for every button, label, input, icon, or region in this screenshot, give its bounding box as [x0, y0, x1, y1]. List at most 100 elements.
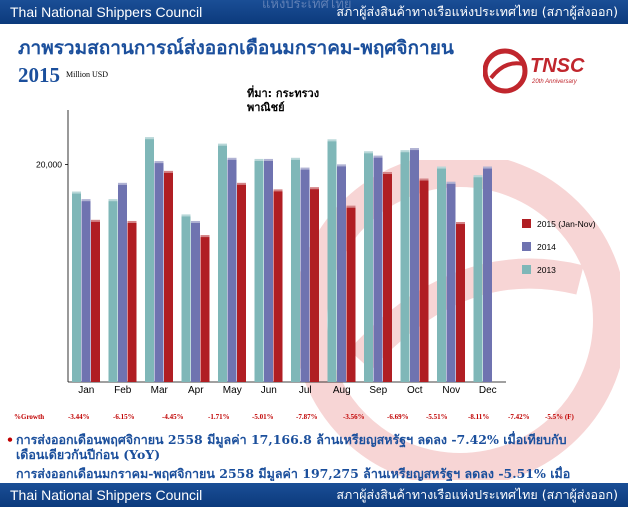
bar-highlight	[181, 214, 191, 217]
bar-2014-jan	[81, 199, 91, 382]
chart-legend: 2015 (Jan-Nov) 2014 2013	[522, 212, 596, 281]
bar-2014-jul	[300, 167, 310, 382]
growth-value: -7.87%	[296, 413, 318, 421]
bar-highlight	[81, 199, 91, 202]
growth-value: -1.71%	[208, 413, 230, 421]
growth-label: %Growth	[14, 413, 45, 421]
legend-swatch	[522, 265, 531, 274]
bar-highlight	[446, 181, 456, 184]
bar-2014-mar	[154, 161, 164, 382]
tnsc-logo: TNSC 20th Anniversary	[483, 48, 585, 94]
footer-bar: Thai National Shippers Council สภาผู้ส่ง…	[0, 483, 628, 507]
bullet-2: • การส่งออกเดือนมกราคม-พฤศจิกายน 2558 มี…	[16, 466, 616, 481]
bar-highlight	[127, 220, 137, 223]
bar-highlight	[473, 175, 483, 178]
header-org-name-thai: สภาผู้ส่งสินค้าทางเรือแห่งประเทศไทย (สภา…	[336, 4, 618, 19]
bar-2015-jan-nov--jul	[310, 187, 319, 382]
source-note: ที่มา: กระทรวง พาณิชย์	[247, 87, 319, 115]
bar-2013-may	[218, 143, 227, 382]
legend-swatch	[522, 219, 531, 228]
bullet-1-cont: เดือนเดียวกันปีก่อน (YoY)	[16, 447, 616, 462]
bar-highlight	[364, 151, 373, 154]
bar-highlight	[154, 161, 164, 164]
bar-2015-jan-nov--sep	[383, 172, 392, 382]
bar-2013-nov	[437, 166, 446, 382]
bar-highlight	[264, 158, 273, 161]
bar-highlight	[164, 170, 173, 173]
bar-highlight	[91, 219, 100, 222]
bar-highlight	[191, 220, 200, 223]
bar-highlight	[145, 137, 154, 140]
bar-2014-nov	[446, 181, 456, 382]
slide-title-year: 2015	[18, 63, 60, 87]
logo-ring-icon	[483, 48, 528, 94]
bar-2013-jul	[291, 157, 300, 382]
x-tick-label: Feb	[114, 385, 132, 396]
bar-highlight	[373, 155, 383, 158]
logo-text: TNSC	[530, 55, 585, 77]
bar-2015-jan-nov--nov	[456, 222, 465, 382]
bar-highlight	[300, 167, 310, 170]
growth-value: -6.69%	[387, 413, 409, 421]
bar-2013-jan	[72, 191, 81, 382]
x-tick-label: Oct	[407, 385, 423, 396]
bullet-dot-icon: •	[6, 432, 14, 447]
bar-highlight	[237, 182, 246, 185]
slide-title: ภาพรวมสถานการณ์ส่งออกเดือนมกราคม-พฤศจิกา…	[18, 37, 454, 59]
bar-highlight	[72, 191, 81, 194]
x-tick-label: Jun	[261, 385, 277, 396]
legend-item: 2014	[522, 235, 596, 258]
growth-value: -5.51%	[426, 413, 448, 421]
bar-2013-feb	[108, 199, 118, 382]
bar-highlight	[118, 182, 127, 185]
growth-value: -6.15%	[113, 413, 135, 421]
bar-2015-jan-nov--jan	[91, 219, 100, 382]
y-tick-label: 20,000	[36, 159, 62, 169]
x-tick-label: Dec	[479, 385, 497, 396]
bullet-2-line-1: การส่งออกเดือนมกราคม-พฤศจิกายน 2558 มีมู…	[16, 466, 571, 481]
bar-highlight	[273, 189, 283, 192]
growth-row: %Growth -3.44% -6.15% -4.45% -1.71% -5.01% -7.…	[0, 413, 628, 425]
export-bar-chart: 20,000 Jan Feb Mar Apr May Jun Jul Aug Sep Oct Nov D…	[36, 110, 506, 396]
bar-2013-dec	[473, 175, 483, 382]
bullet-1: • การส่งออกเดือนพฤศจิกายน 2558 มีมูลค่า …	[6, 432, 616, 447]
bar-highlight	[327, 139, 337, 142]
bar-highlight	[218, 143, 227, 146]
bullet-1-line-2: เดือนเดียวกันปีก่อน (YoY)	[16, 447, 161, 462]
bar-2014-apr	[191, 220, 200, 382]
legend-label: 2014	[537, 241, 556, 252]
bar-highlight	[400, 150, 410, 153]
bar-highlight	[483, 166, 492, 169]
bar-highlight	[227, 157, 237, 160]
bar-2013-jun	[254, 158, 264, 382]
footer-org-name-thai: สภาผู้ส่งสินค้าทางเรือแห่งประเทศไทย (สภา…	[336, 487, 618, 502]
bar-2013-mar	[145, 137, 154, 382]
legend-item: 2013	[522, 258, 596, 281]
bar-highlight	[456, 222, 465, 225]
bar-2015-jan-nov--oct	[419, 178, 429, 382]
bar-2015-jan-nov--jun	[273, 189, 283, 382]
bar-highlight	[437, 166, 446, 169]
bar-highlight	[254, 158, 264, 161]
bar-highlight	[337, 164, 346, 167]
bar-2014-jun	[264, 158, 273, 382]
x-tick-label: Aug	[333, 385, 351, 396]
bar-highlight	[200, 235, 210, 238]
growth-value: -8.11%	[468, 413, 490, 421]
growth-value: -3.56%	[343, 413, 365, 421]
bar-2015-jan-nov--mar	[164, 170, 173, 382]
bar-2015-jan-nov--aug	[346, 205, 356, 382]
x-tick-label: Apr	[188, 385, 204, 396]
header-org-name: Thai National Shippers Council	[10, 4, 203, 20]
header-ghost-text: แห่งประเทศไทย	[262, 0, 352, 12]
bar-highlight	[291, 157, 300, 160]
logo-subtext: 20th Anniversary	[531, 79, 578, 85]
bar-highlight	[310, 187, 319, 190]
legend-item: 2015 (Jan-Nov)	[522, 212, 596, 235]
x-tick-label: Jul	[299, 385, 312, 396]
bar-2013-apr	[181, 214, 191, 382]
bar-highlight	[383, 172, 392, 175]
bar-2014-dec	[483, 166, 492, 382]
x-tick-label: Sep	[369, 385, 387, 396]
footer-org-name: Thai National Shippers Council	[10, 487, 203, 503]
